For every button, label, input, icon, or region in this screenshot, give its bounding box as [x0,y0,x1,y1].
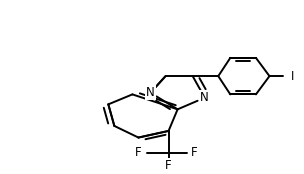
Text: I: I [290,70,294,83]
Text: F: F [191,146,198,159]
Text: N: N [146,86,155,99]
Text: F: F [165,159,172,172]
Text: N: N [200,91,209,104]
Text: F: F [135,146,142,159]
